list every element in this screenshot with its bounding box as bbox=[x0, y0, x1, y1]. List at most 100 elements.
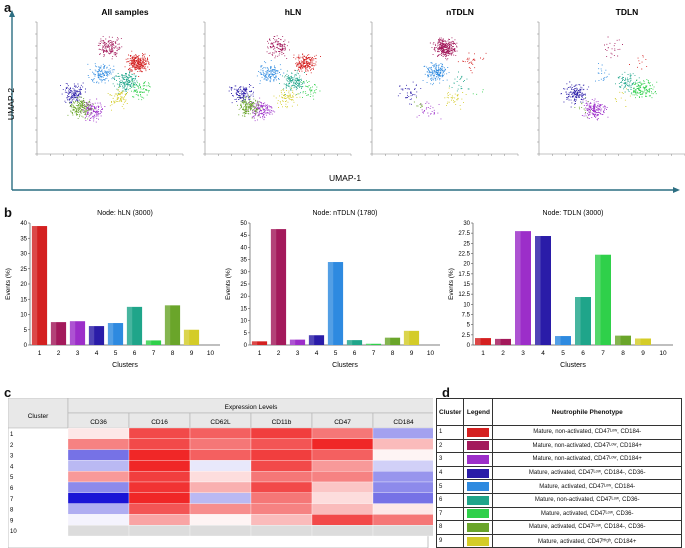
heatmap-cell bbox=[372, 471, 433, 483]
umap-cluster-9-points bbox=[444, 87, 467, 110]
heatmap-cell bbox=[311, 427, 374, 439]
umap-cluster-6-points bbox=[279, 70, 305, 96]
umap-cluster-9-points bbox=[273, 87, 301, 109]
heatmap-cell bbox=[67, 438, 130, 450]
legend-cluster-number: 6 bbox=[435, 492, 465, 508]
heatmap-cell bbox=[311, 514, 374, 526]
heatmap-row-label: 7 bbox=[10, 497, 14, 503]
cluster-legend-table: Cluster Legend Neutrophile Phenotype 1 Ma… bbox=[435, 398, 682, 548]
heatmap-cell bbox=[311, 481, 374, 493]
legend-swatch-cell bbox=[463, 452, 494, 467]
heatmap-cell bbox=[67, 427, 130, 439]
heatmap-cell bbox=[372, 481, 433, 493]
umap-title: hLN bbox=[285, 7, 302, 17]
heatmap-column-CD47: CD47 bbox=[334, 419, 351, 426]
bar-chart-xtick-label: 8 bbox=[171, 350, 175, 357]
bar-chart-xtick-label: 9 bbox=[641, 350, 645, 357]
heatmap-cell bbox=[250, 471, 313, 483]
panel-letter-b: b bbox=[4, 205, 12, 220]
umap-plot-1: All samples bbox=[35, 7, 184, 156]
bar-chart-xtick-label: 5 bbox=[334, 350, 338, 357]
umap-cluster-9-points bbox=[107, 86, 128, 111]
heatmap-cell bbox=[311, 525, 374, 537]
bar-chart-xtick-label: 6 bbox=[133, 350, 137, 357]
heatmap-cell bbox=[250, 492, 313, 504]
umap-cluster-8-points bbox=[67, 96, 95, 120]
bar-chart-xtick-label: 5 bbox=[561, 350, 565, 357]
bar-chart-ytick-label: 15 bbox=[240, 306, 247, 312]
umap-cluster-7-points bbox=[298, 80, 321, 100]
heatmap-cell bbox=[189, 438, 252, 450]
umap-cluster-6-points bbox=[449, 71, 470, 92]
legend-cluster-number: 1 bbox=[435, 425, 465, 440]
bar-cluster-2 bbox=[50, 322, 67, 345]
bar-cluster-8 bbox=[164, 305, 181, 345]
legend-cluster-number: 4 bbox=[435, 465, 465, 481]
bar-chart-xtick-label: 10 bbox=[207, 350, 215, 357]
bar-chart-ylabel: Events (%) bbox=[5, 268, 12, 300]
heatmap-cell bbox=[189, 427, 252, 439]
heatmap-cell bbox=[250, 449, 313, 461]
bar-cluster-9 bbox=[183, 329, 200, 345]
bar-chart-xtick-label: 10 bbox=[659, 350, 667, 357]
umap-cluster-2-points bbox=[266, 35, 290, 59]
bar-chart-xtick-label: 9 bbox=[190, 350, 194, 357]
heatmap-cell bbox=[189, 503, 252, 515]
bar-chart-xtick-label: 8 bbox=[391, 350, 395, 357]
heatmap-row-label: 5 bbox=[10, 475, 14, 481]
bar-chart-xtick-label: 8 bbox=[621, 350, 625, 357]
legend-color-swatch bbox=[467, 441, 490, 451]
bar-cluster-7 bbox=[365, 343, 382, 345]
legend-phenotype: Mature, activated, CD47ᴸᵒʷ, CD184- bbox=[492, 479, 682, 494]
heatmap-cell bbox=[128, 503, 191, 515]
bar-cluster-2 bbox=[495, 338, 511, 345]
heatmap-cell bbox=[67, 460, 130, 472]
heatmap-column-CD36: CD36 bbox=[90, 419, 107, 426]
bar-chart-ylabel: Events (%) bbox=[225, 268, 232, 300]
umap-plot-3: nTDLN bbox=[370, 7, 519, 156]
legend-cluster-number: 9 bbox=[435, 533, 465, 548]
bar-cluster-4 bbox=[308, 335, 325, 345]
heatmap-row-header: Cluster bbox=[28, 413, 49, 420]
heatmap-cell bbox=[128, 471, 191, 483]
legend-swatch-cell bbox=[463, 492, 494, 508]
bar-chart-xtick-label: 1 bbox=[481, 350, 485, 357]
umap-cluster-2-points bbox=[97, 35, 123, 60]
umap-cluster-1-points bbox=[629, 55, 648, 70]
bar-chart-xtick-label: 2 bbox=[277, 350, 281, 357]
legend-phenotype: Mature, non-activated, CD47ᴸᵒʷ, CD36- bbox=[492, 492, 682, 508]
legend-row-1: 1 Mature, non-activated, CD47ᴸᵒʷ, CD184- bbox=[435, 425, 682, 440]
heatmap-cell bbox=[67, 492, 130, 504]
bar-chart-title: Node: nTDLN (1780) bbox=[313, 210, 378, 217]
heatmap-column-CD62L: CD62L bbox=[210, 419, 231, 426]
heatmap-cell bbox=[311, 492, 374, 504]
bar-chart-ytick-label: 20 bbox=[240, 294, 247, 300]
heatmap-row-label: 9 bbox=[10, 518, 14, 524]
legend-cluster-number: 5 bbox=[435, 479, 465, 494]
bar-chart-xtick-label: 7 bbox=[601, 350, 605, 357]
heatmap-cell bbox=[128, 514, 191, 526]
umap-cluster-5-points bbox=[422, 62, 450, 86]
bar-cluster-7 bbox=[145, 340, 162, 345]
umap-cluster-4-points bbox=[228, 84, 254, 104]
bar-chart-xtick-label: 7 bbox=[152, 350, 156, 357]
heatmap-row-label: 4 bbox=[10, 464, 14, 470]
heatmap-cell bbox=[311, 460, 374, 472]
bar-cluster-4 bbox=[535, 236, 551, 345]
heatmap-cell bbox=[250, 438, 313, 450]
legend-cluster-number: 3 bbox=[435, 452, 465, 467]
bar-chart-ytick-label: 5 bbox=[467, 323, 471, 329]
bar-chart-xtick-label: 1 bbox=[258, 350, 262, 357]
umap-cluster-3-points bbox=[80, 98, 106, 123]
heatmap-row-label: 3 bbox=[10, 454, 14, 460]
bar-chart-ytick-label: 30 bbox=[240, 270, 247, 276]
bar-chart-ytick-label: 20 bbox=[20, 282, 27, 288]
legend-swatch-cell bbox=[463, 520, 494, 535]
umap-cluster-2-points bbox=[429, 37, 458, 61]
umap-cluster-6-points bbox=[615, 71, 640, 94]
bar-cluster-5 bbox=[555, 336, 571, 345]
bar-chart-ytick-label: 27.5 bbox=[458, 231, 470, 237]
legend-phenotype: Mature, activated, CD47ᴴⁱᵍʰ, CD184+ bbox=[492, 533, 682, 548]
bar-chart-ytick-label: 40 bbox=[240, 245, 247, 251]
umap-plot-4: TDLN bbox=[537, 7, 685, 156]
